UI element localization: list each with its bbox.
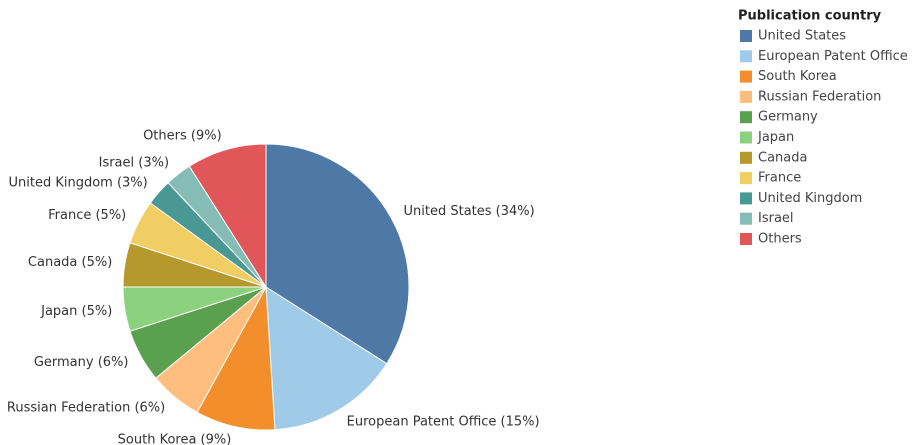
legend-label: United Kingdom (758, 191, 862, 206)
slice-label: Israel (3%) (99, 155, 169, 170)
legend-label: Japan (757, 130, 794, 145)
legend-swatch (740, 50, 752, 63)
legend-title: Publication country (738, 9, 882, 24)
slice-label: European Patent Office (15%) (347, 415, 540, 430)
legend-label: South Korea (758, 69, 837, 84)
legend-label: Germany (758, 110, 818, 125)
legend-label: France (758, 171, 801, 186)
legend-label: European Patent Office (758, 49, 908, 64)
legend-swatch (740, 70, 752, 83)
legend-swatch (740, 90, 752, 103)
slice-label: United States (34%) (404, 204, 535, 219)
pie-slice (265, 143, 410, 365)
legend-swatch (740, 192, 752, 205)
legend-label: Others (758, 232, 802, 247)
legend-swatch (740, 30, 752, 42)
legend-label: Israel (758, 211, 794, 226)
legend-label: United States (758, 29, 846, 44)
legend-swatch (740, 212, 752, 225)
slice-label: Others (9%) (143, 129, 222, 144)
slice-label: France (5%) (48, 208, 126, 223)
slice-label: South Korea (9%) (118, 433, 232, 445)
pie-slice (265, 286, 388, 431)
legend-swatch (740, 233, 752, 245)
slice-label: United Kingdom (3%) (8, 176, 147, 191)
slice-label: Germany (6%) (34, 355, 129, 370)
legend-swatch (740, 131, 752, 144)
slice-label: Russian Federation (6%) (7, 400, 165, 415)
legend-swatch (740, 111, 752, 124)
legend-label: Canada (758, 150, 807, 165)
pie-slice (196, 285, 276, 431)
slice-label: Japan (5%) (40, 304, 112, 319)
pie-slice (188, 143, 267, 289)
legend-label: Russian Federation (758, 89, 881, 104)
slice-label: Canada (5%) (28, 255, 112, 270)
legend-swatch (740, 172, 752, 185)
legend-swatch (740, 151, 752, 164)
